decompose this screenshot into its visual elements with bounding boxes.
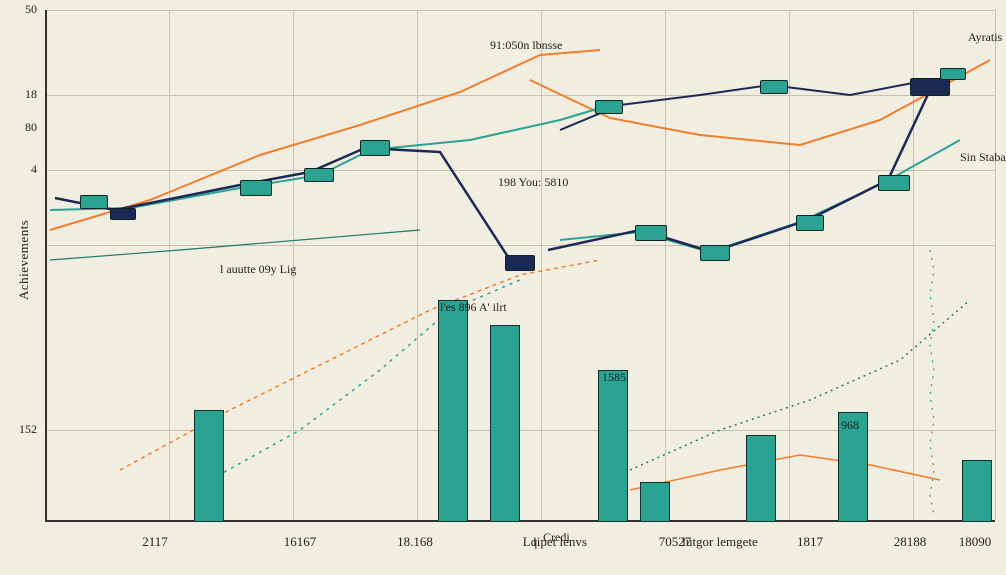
grid-v: [541, 10, 542, 520]
chart-root: { "canvas": { "width": 1006, "height": 5…: [0, 0, 1006, 575]
annotation: Sin Stabath: [960, 150, 1006, 165]
annotation: 91:050n lbnsse: [490, 38, 562, 53]
marker: [635, 225, 667, 241]
bar: [746, 435, 776, 522]
annotation: l'es 896 A' ilrt: [440, 300, 507, 315]
y-tick: 152: [19, 422, 37, 437]
x-tick: 16167: [284, 534, 317, 550]
grid-h: [45, 245, 995, 246]
x-tick: 2117: [142, 534, 168, 550]
bar: [194, 410, 224, 522]
grid-v: [789, 10, 790, 520]
x-tick: 1817: [797, 534, 823, 550]
grid-h: [45, 95, 995, 96]
grid-v: [417, 10, 418, 520]
grid-v: [169, 10, 170, 520]
marker: [910, 78, 950, 96]
bar: [438, 300, 468, 522]
marker: [360, 140, 390, 156]
marker: [796, 215, 824, 231]
grid-h: [45, 10, 995, 11]
grid-v: [995, 10, 996, 520]
annotation: 198 You: 5810: [498, 175, 568, 190]
annotation: Ayratis: [968, 30, 1002, 45]
marker: [240, 180, 272, 196]
y-tick: 4: [31, 162, 37, 177]
x-tick: 28188: [894, 534, 927, 550]
y-tick: 80: [25, 120, 37, 135]
marker: [110, 208, 136, 220]
bar: [962, 460, 992, 522]
marker: [80, 195, 108, 209]
x-tick: 18090: [959, 534, 992, 550]
axis-left: [45, 10, 47, 520]
bar: [490, 325, 520, 522]
marker: [760, 80, 788, 94]
grid-h: [45, 170, 995, 171]
y-tick: 18: [25, 87, 37, 102]
annotation: 968: [841, 418, 859, 433]
bar: [598, 370, 628, 522]
annotation: 1585: [602, 370, 626, 385]
marker: [595, 100, 623, 114]
x-tick: 18.168: [397, 534, 433, 550]
annotation: Credi: [543, 530, 570, 545]
marker: [940, 68, 966, 80]
marker: [878, 175, 910, 191]
marker: [304, 168, 334, 182]
grid-v: [665, 10, 666, 520]
marker: [700, 245, 730, 261]
bar: [640, 482, 670, 522]
annotation: l auutte 09y Lig: [220, 262, 296, 277]
marker: [505, 255, 535, 271]
x-tick: lutgor lemgete: [682, 534, 757, 550]
y-axis-title: Achievements: [16, 220, 32, 300]
y-tick: 50: [25, 2, 37, 17]
